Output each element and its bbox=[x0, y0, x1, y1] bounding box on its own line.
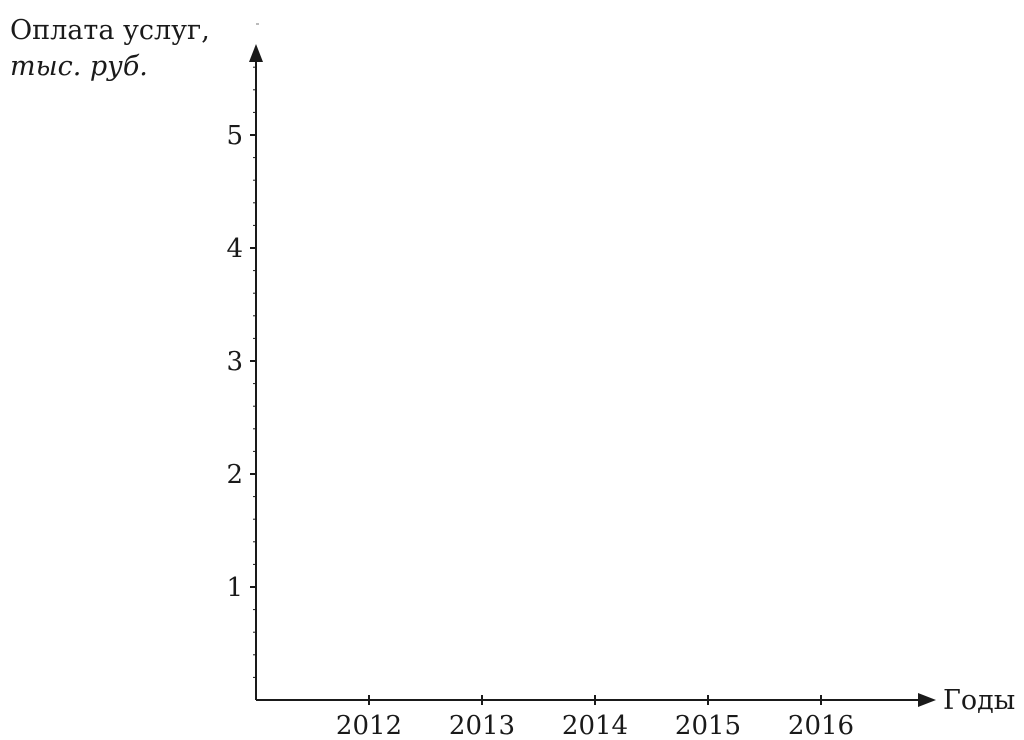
y-axis-label-line2: тыс. руб. bbox=[10, 51, 148, 82]
y-tick-label: 2 bbox=[226, 460, 243, 490]
x-tick-label: 2014 bbox=[562, 711, 628, 740]
y-axis-label-line1: Оплата услуг, bbox=[10, 15, 210, 46]
y-tick-label: 5 bbox=[226, 121, 243, 151]
y-tick-label: 4 bbox=[226, 234, 243, 264]
y-tick-label: 1 bbox=[226, 573, 243, 603]
x-tick-label: 2016 bbox=[788, 711, 854, 740]
x-tick-labels: 2012 2013 2014 2015 2016 bbox=[336, 711, 854, 740]
y-tick-label: 3 bbox=[226, 347, 243, 377]
y-axis-arrow bbox=[249, 44, 263, 62]
x-tick-label: 2013 bbox=[449, 711, 515, 740]
x-axis-label: Годы bbox=[943, 685, 1015, 716]
x-tick-label: 2012 bbox=[336, 711, 402, 740]
y-tick-labels: 1 2 3 4 5 bbox=[226, 121, 243, 603]
x-tick-label: 2015 bbox=[675, 711, 741, 740]
x-axis-arrow bbox=[918, 693, 936, 707]
